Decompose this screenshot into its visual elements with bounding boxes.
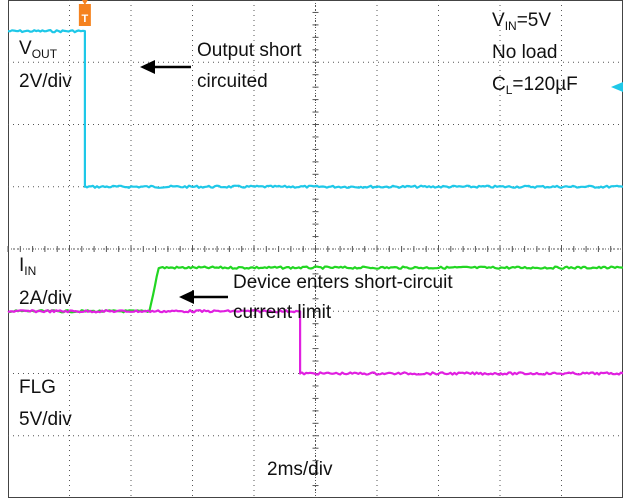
vout-scale: 2V/div	[19, 71, 72, 92]
trigger-marker: T	[78, 0, 91, 26]
cl-condition: CL=120µF	[492, 74, 578, 97]
load-condition: No load	[492, 42, 558, 63]
trigger-marker-shape	[78, 0, 91, 26]
vout-channel-name: VOUT	[19, 38, 58, 61]
annotation-short-arrow-head	[140, 60, 155, 74]
iin-scale: 2A/div	[19, 288, 72, 309]
flg-scale: 5V/div	[19, 409, 72, 430]
annotation-output-short: Output short circuited	[140, 40, 302, 92]
annotation-limit-line2: current limit	[233, 302, 332, 323]
traces	[7, 29, 623, 376]
annotation-short-line2: circuited	[197, 71, 268, 92]
flg-trace	[7, 309, 623, 376]
vin-condition: VIN=5V	[492, 10, 551, 33]
annotation-limit-line1: Device enters short-circuit	[233, 272, 453, 293]
annotation-current-limit: Device enters short-circuit current limi…	[179, 272, 453, 323]
time-scale-label: 2ms/div	[267, 459, 333, 480]
iin-channel-name: IIN	[19, 255, 36, 278]
vout-level-marker	[611, 82, 623, 92]
vout-trace	[7, 29, 623, 189]
annotation-short-line1: Output short	[197, 40, 302, 61]
trigger-marker-label: T	[82, 13, 89, 25]
annotation-limit-arrow-head	[179, 290, 194, 304]
flg-channel-name: FLG	[19, 377, 56, 398]
